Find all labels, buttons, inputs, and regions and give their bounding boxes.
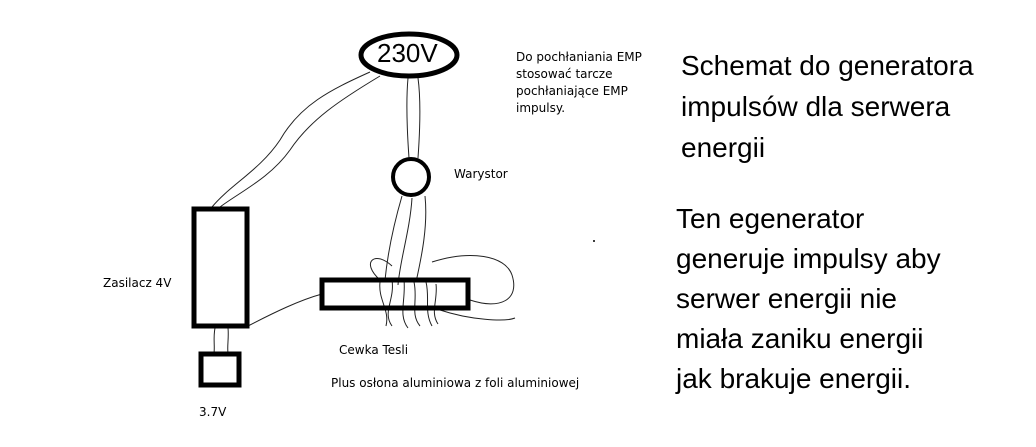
title-line-1: Schemat do generatora (681, 50, 974, 81)
wire-varistor-to-coil-2 (415, 195, 427, 283)
stray-dot (593, 240, 595, 242)
emp-note-line-3: pochłaniające EMP (516, 84, 628, 98)
coil-loop-lower (439, 309, 516, 321)
wire-supply-to-coil (247, 293, 323, 327)
wire-supply-to-battery (213, 327, 216, 354)
emp-note: Do pochłaniania EMP stosować tarcze poch… (516, 49, 642, 117)
coil-loop-right (431, 255, 515, 305)
varistor-symbol (391, 157, 431, 197)
voltage-main-label: 230V (377, 38, 438, 68)
description-line-5: jak brakuje energii. (676, 363, 912, 394)
emp-note-line-1: Do pochłaniania EMP (516, 50, 642, 64)
varistor-label: Warystor (454, 167, 508, 181)
power-supply-label: Zasilacz 4V (103, 276, 172, 290)
source-230v-ellipse (358, 31, 460, 79)
battery-label: 3.7V (199, 405, 227, 419)
tesla-coil-label: Cewka Tesli (339, 343, 409, 357)
title-line-2: impulsów dla serwera (681, 91, 951, 122)
wire-230v-to-varistor (406, 77, 410, 159)
diagram-title: Schemat do generatora impulsów dla serwe… (681, 45, 974, 168)
wire-varistor-to-coil (384, 195, 403, 281)
shield-note-label: Plus osłona aluminiowa z foli aluminiowe… (331, 376, 580, 390)
description-line-2: generuje impulsy aby (676, 243, 941, 274)
emp-note-line-4: impulsy. (516, 101, 566, 115)
description-line-1: Ten egenerator (676, 203, 865, 234)
wire-230v-to-supply-2 (219, 75, 381, 208)
coil-loop-left (369, 258, 393, 281)
battery-box (198, 351, 242, 388)
wire-supply-to-battery-2 (227, 327, 229, 354)
tesla-coil-box (319, 277, 471, 311)
description-line-4: miała zaniku energii (676, 323, 924, 354)
title-line-3: energii (681, 132, 766, 163)
wire-varistor-to-coil-3 (397, 197, 413, 286)
wire-230v-to-supply (211, 71, 371, 208)
wire-230v-to-varistor-2 (417, 77, 421, 159)
description-line-3: serwer energii nie (676, 283, 897, 314)
coil-winding (379, 279, 439, 329)
power-supply-box (191, 206, 250, 329)
emp-note-line-2: stosować tarcze (516, 67, 613, 81)
diagram-description: Ten egenerator generuje impulsy aby serw… (676, 199, 941, 399)
